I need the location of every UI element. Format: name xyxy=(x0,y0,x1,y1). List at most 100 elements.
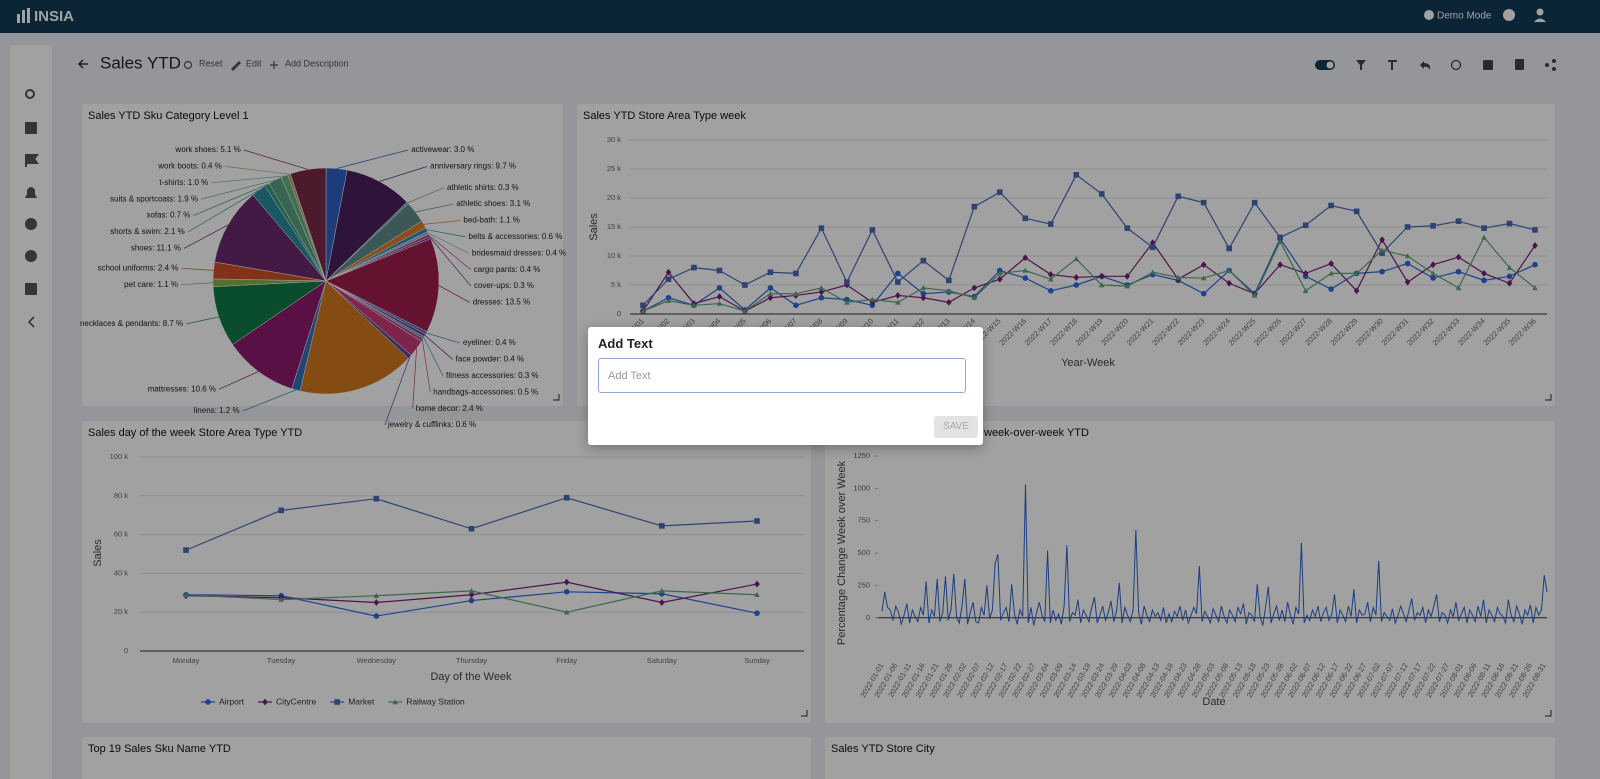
point xyxy=(946,277,952,284)
point xyxy=(1481,234,1487,240)
y-tick-label: 5 k xyxy=(611,280,621,289)
point xyxy=(1532,261,1538,268)
copy-icon[interactable] xyxy=(1515,59,1524,70)
pie-label: jewelry & cufflinks: 0.6 % xyxy=(387,420,476,429)
help-icon[interactable] xyxy=(25,250,37,262)
point xyxy=(895,299,901,305)
resize-handle[interactable] xyxy=(1545,394,1552,401)
point xyxy=(468,597,475,604)
point xyxy=(920,290,927,297)
header-bar xyxy=(0,0,1600,33)
share-icon[interactable] xyxy=(1552,59,1556,63)
pie-label: anniversary rings: 9.7 % xyxy=(430,162,516,171)
point xyxy=(1506,273,1513,280)
edit-icon[interactable] xyxy=(231,61,241,71)
pie-label: necklaces & pendants: 8.7 % xyxy=(80,319,183,328)
history-icon[interactable] xyxy=(1450,59,1462,71)
chart-title: Top 19 Sales Sku Name YTD xyxy=(88,743,231,755)
point xyxy=(659,588,665,594)
point xyxy=(1022,267,1029,273)
point xyxy=(1200,275,1207,281)
point xyxy=(1047,221,1054,227)
text-icon[interactable] xyxy=(1391,60,1393,70)
y-tick-label: 250 xyxy=(857,580,870,589)
point xyxy=(665,268,672,276)
back-icon[interactable] xyxy=(77,59,88,69)
point xyxy=(1404,224,1411,230)
logo-bar xyxy=(27,8,30,23)
resize-handle[interactable] xyxy=(801,710,808,717)
demo-mode[interactable]: Demo Mode xyxy=(1437,11,1492,22)
point xyxy=(767,269,774,276)
x-tick-label: Friday xyxy=(556,656,577,665)
dashboard-title: Sales YTD xyxy=(100,53,181,72)
leader-line xyxy=(426,229,466,238)
point xyxy=(895,270,901,277)
reset-button[interactable]: Reset xyxy=(199,58,223,68)
point xyxy=(1379,268,1385,275)
share-icon[interactable] xyxy=(1552,67,1556,71)
point xyxy=(1226,245,1232,252)
x-tick-label: Wednesday xyxy=(357,656,397,665)
leader-line xyxy=(224,166,290,175)
reset-icon[interactable] xyxy=(183,60,193,70)
point xyxy=(1455,218,1462,224)
point xyxy=(1047,288,1054,294)
save-button[interactable]: SAVE xyxy=(934,416,978,438)
pie-label: bridesmaid dresses: 0.4 % xyxy=(472,248,566,257)
edit-button[interactable]: Edit xyxy=(246,58,262,68)
add-icon[interactable] xyxy=(270,61,278,69)
leader-line xyxy=(218,371,259,390)
point xyxy=(1073,274,1080,281)
point xyxy=(716,285,723,291)
point xyxy=(468,588,475,594)
undo-icon[interactable] xyxy=(1420,61,1431,70)
filter-icon[interactable] xyxy=(1356,60,1366,70)
theme-icon[interactable] xyxy=(1503,9,1515,21)
contacts-icon[interactable] xyxy=(25,283,37,295)
point xyxy=(742,282,748,288)
chart-card xyxy=(825,737,1555,779)
point xyxy=(869,296,876,302)
point xyxy=(716,267,723,274)
info-icon[interactable] xyxy=(1424,10,1434,20)
point xyxy=(1277,261,1283,269)
text-input[interactable]: Add Text xyxy=(598,358,966,393)
point xyxy=(767,285,774,291)
legend-marker xyxy=(392,699,398,705)
y-tick-label: 1000 xyxy=(853,483,870,492)
leader-line xyxy=(422,339,431,393)
input-placeholder: Add Text xyxy=(608,370,651,382)
point xyxy=(1455,268,1462,275)
toggle-knob[interactable] xyxy=(1326,61,1334,69)
dashboard-icon[interactable] xyxy=(25,122,37,134)
y-tick-label: 40 k xyxy=(114,568,128,577)
point xyxy=(844,279,850,285)
y-tick-label: 20 k xyxy=(114,607,128,616)
search-icon[interactable] xyxy=(25,89,35,99)
point xyxy=(1430,223,1436,229)
save-icon[interactable] xyxy=(1483,60,1493,70)
point xyxy=(1481,225,1487,231)
point xyxy=(818,285,825,291)
resize-handle[interactable] xyxy=(553,394,560,401)
pie-slice xyxy=(299,280,409,395)
point xyxy=(971,203,978,210)
user-icon[interactable] xyxy=(1534,18,1546,23)
pie-label: mattresses: 10.6 % xyxy=(148,384,216,393)
point xyxy=(716,293,723,300)
info-icon[interactable] xyxy=(25,218,37,230)
pie-label: handbags-accessories: 0.5 % xyxy=(433,387,538,396)
y-tick-label: 100 k xyxy=(110,452,129,461)
collapse-icon[interactable] xyxy=(27,316,35,328)
leader-line xyxy=(181,267,214,271)
flag-icon[interactable] xyxy=(25,154,39,167)
point xyxy=(1226,267,1232,273)
add-description-button[interactable]: Add Description xyxy=(285,58,349,68)
share-icon[interactable] xyxy=(1545,63,1549,67)
alert-icon[interactable] xyxy=(25,187,37,198)
user-icon[interactable] xyxy=(1536,8,1544,16)
resize-handle[interactable] xyxy=(1545,710,1552,717)
pie-label: belts & accessories: 0.6 % xyxy=(469,232,563,241)
point xyxy=(1073,282,1080,288)
